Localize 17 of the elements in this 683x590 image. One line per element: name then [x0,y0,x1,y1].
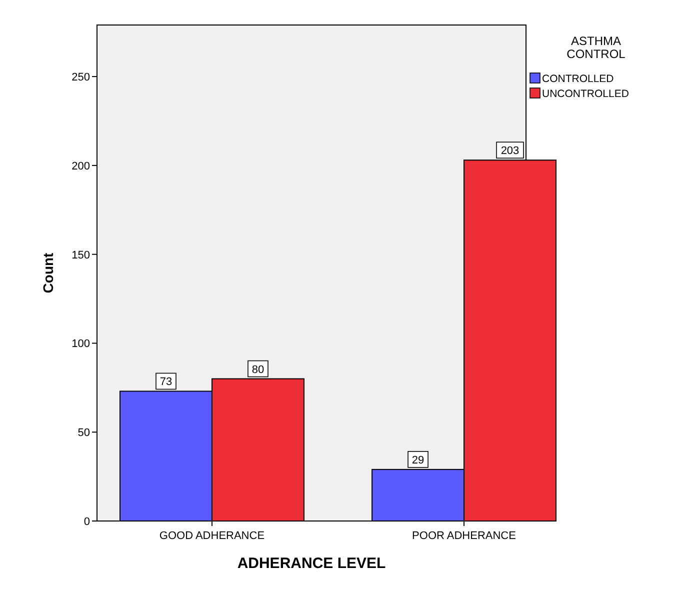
x-axis-title: ADHERANCE LEVEL [237,555,386,572]
data-label: 80 [252,364,264,376]
y-tick-label: 100 [72,338,90,350]
legend-label: UNCONTROLLED [542,88,630,100]
y-tick-label: 0 [84,516,90,528]
y-tick-label: 200 [72,160,90,172]
y-tick-label: 150 [72,249,90,262]
y-axis-title: Count [40,252,56,294]
y-tick-label: 50 [78,427,90,440]
data-label: 203 [500,145,520,158]
data-label: 29 [412,454,424,466]
y-tick-label: 250 [72,72,90,84]
x-tick-label: GOOD ADHERANCE [159,530,265,542]
x-tick-label: POOR ADHERANCE [412,530,516,542]
data-label: 73 [160,376,172,388]
legend-title: ASTHMA CONTROL [566,34,626,61]
legend-label: CONTROLLED [542,73,614,85]
